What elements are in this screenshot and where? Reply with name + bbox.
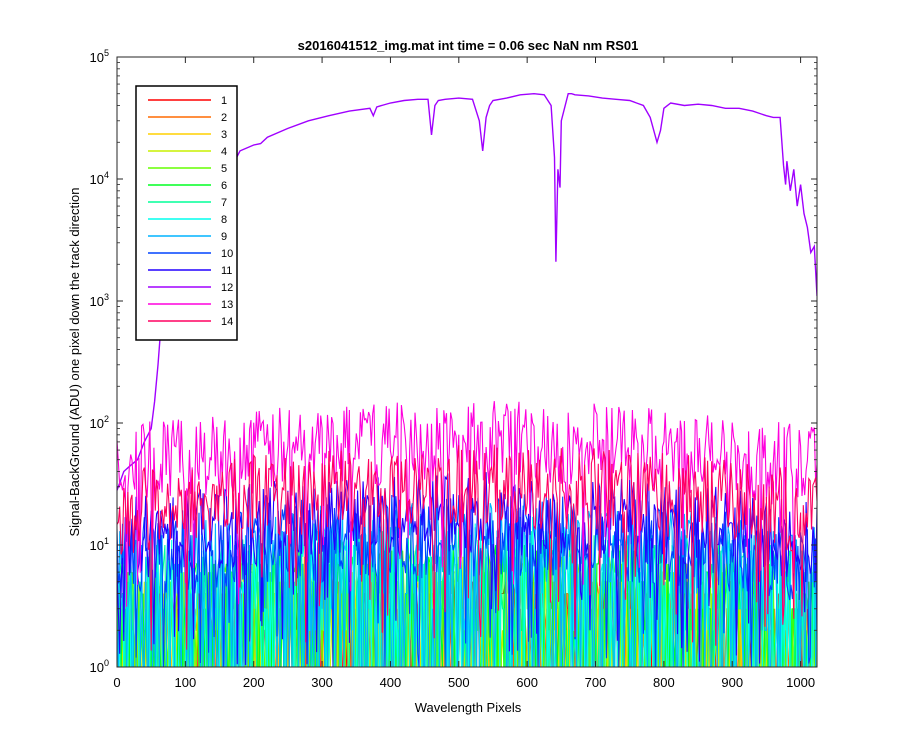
plot-frame [116, 56, 818, 668]
legend-label-1: 1 [221, 95, 227, 107]
y-tick-label: 100 [90, 658, 109, 675]
y-tick-label: 101 [90, 536, 109, 553]
legend-label-13: 13 [221, 299, 233, 311]
legend-label-3: 3 [221, 129, 227, 141]
legend-label-2: 2 [221, 112, 227, 124]
legend-label-9: 9 [221, 231, 227, 243]
x-tick-label: 1000 [786, 675, 815, 690]
x-tick-label: 500 [448, 675, 470, 690]
legend-label-6: 6 [221, 180, 227, 192]
x-tick-label: 400 [380, 675, 402, 690]
legend-label-8: 8 [221, 214, 227, 226]
legend-label-7: 7 [221, 197, 227, 209]
x-tick-label: 200 [243, 675, 265, 690]
legend-label-11: 11 [221, 265, 232, 277]
x-tick-label: 300 [311, 675, 333, 690]
x-axis-label: Wavelength Pixels [415, 700, 522, 715]
y-tick-label: 102 [90, 414, 109, 431]
y-axis-label: Signal-BackGround (ADU) one pixel down t… [67, 187, 82, 536]
y-tick-label: 104 [90, 170, 109, 187]
legend-box [135, 85, 238, 341]
y-tick-label: 103 [90, 292, 109, 309]
x-tick-label: 100 [175, 675, 197, 690]
series-line-14 [117, 444, 817, 651]
plot-area [117, 92, 817, 667]
y-tick-label: 105 [90, 48, 109, 65]
legend-label-10: 10 [221, 248, 233, 260]
x-tick-label: 600 [516, 675, 538, 690]
legend-label-14: 14 [221, 316, 233, 328]
legend-label-4: 4 [221, 146, 227, 158]
legend-label-12: 12 [221, 282, 233, 294]
x-tick-label: 700 [585, 675, 607, 690]
legend-label-5: 5 [221, 163, 227, 175]
x-tick-label: 800 [653, 675, 675, 690]
chart-title: s2016041512_img.mat int time = 0.06 sec … [298, 38, 639, 53]
series-line-9 [117, 500, 817, 667]
axes: 0 100 200 300 400 500 600 700 800 900 100010010110… [90, 48, 818, 690]
x-tick-label: 0 [113, 675, 120, 690]
x-tick-label: 900 [721, 675, 743, 690]
